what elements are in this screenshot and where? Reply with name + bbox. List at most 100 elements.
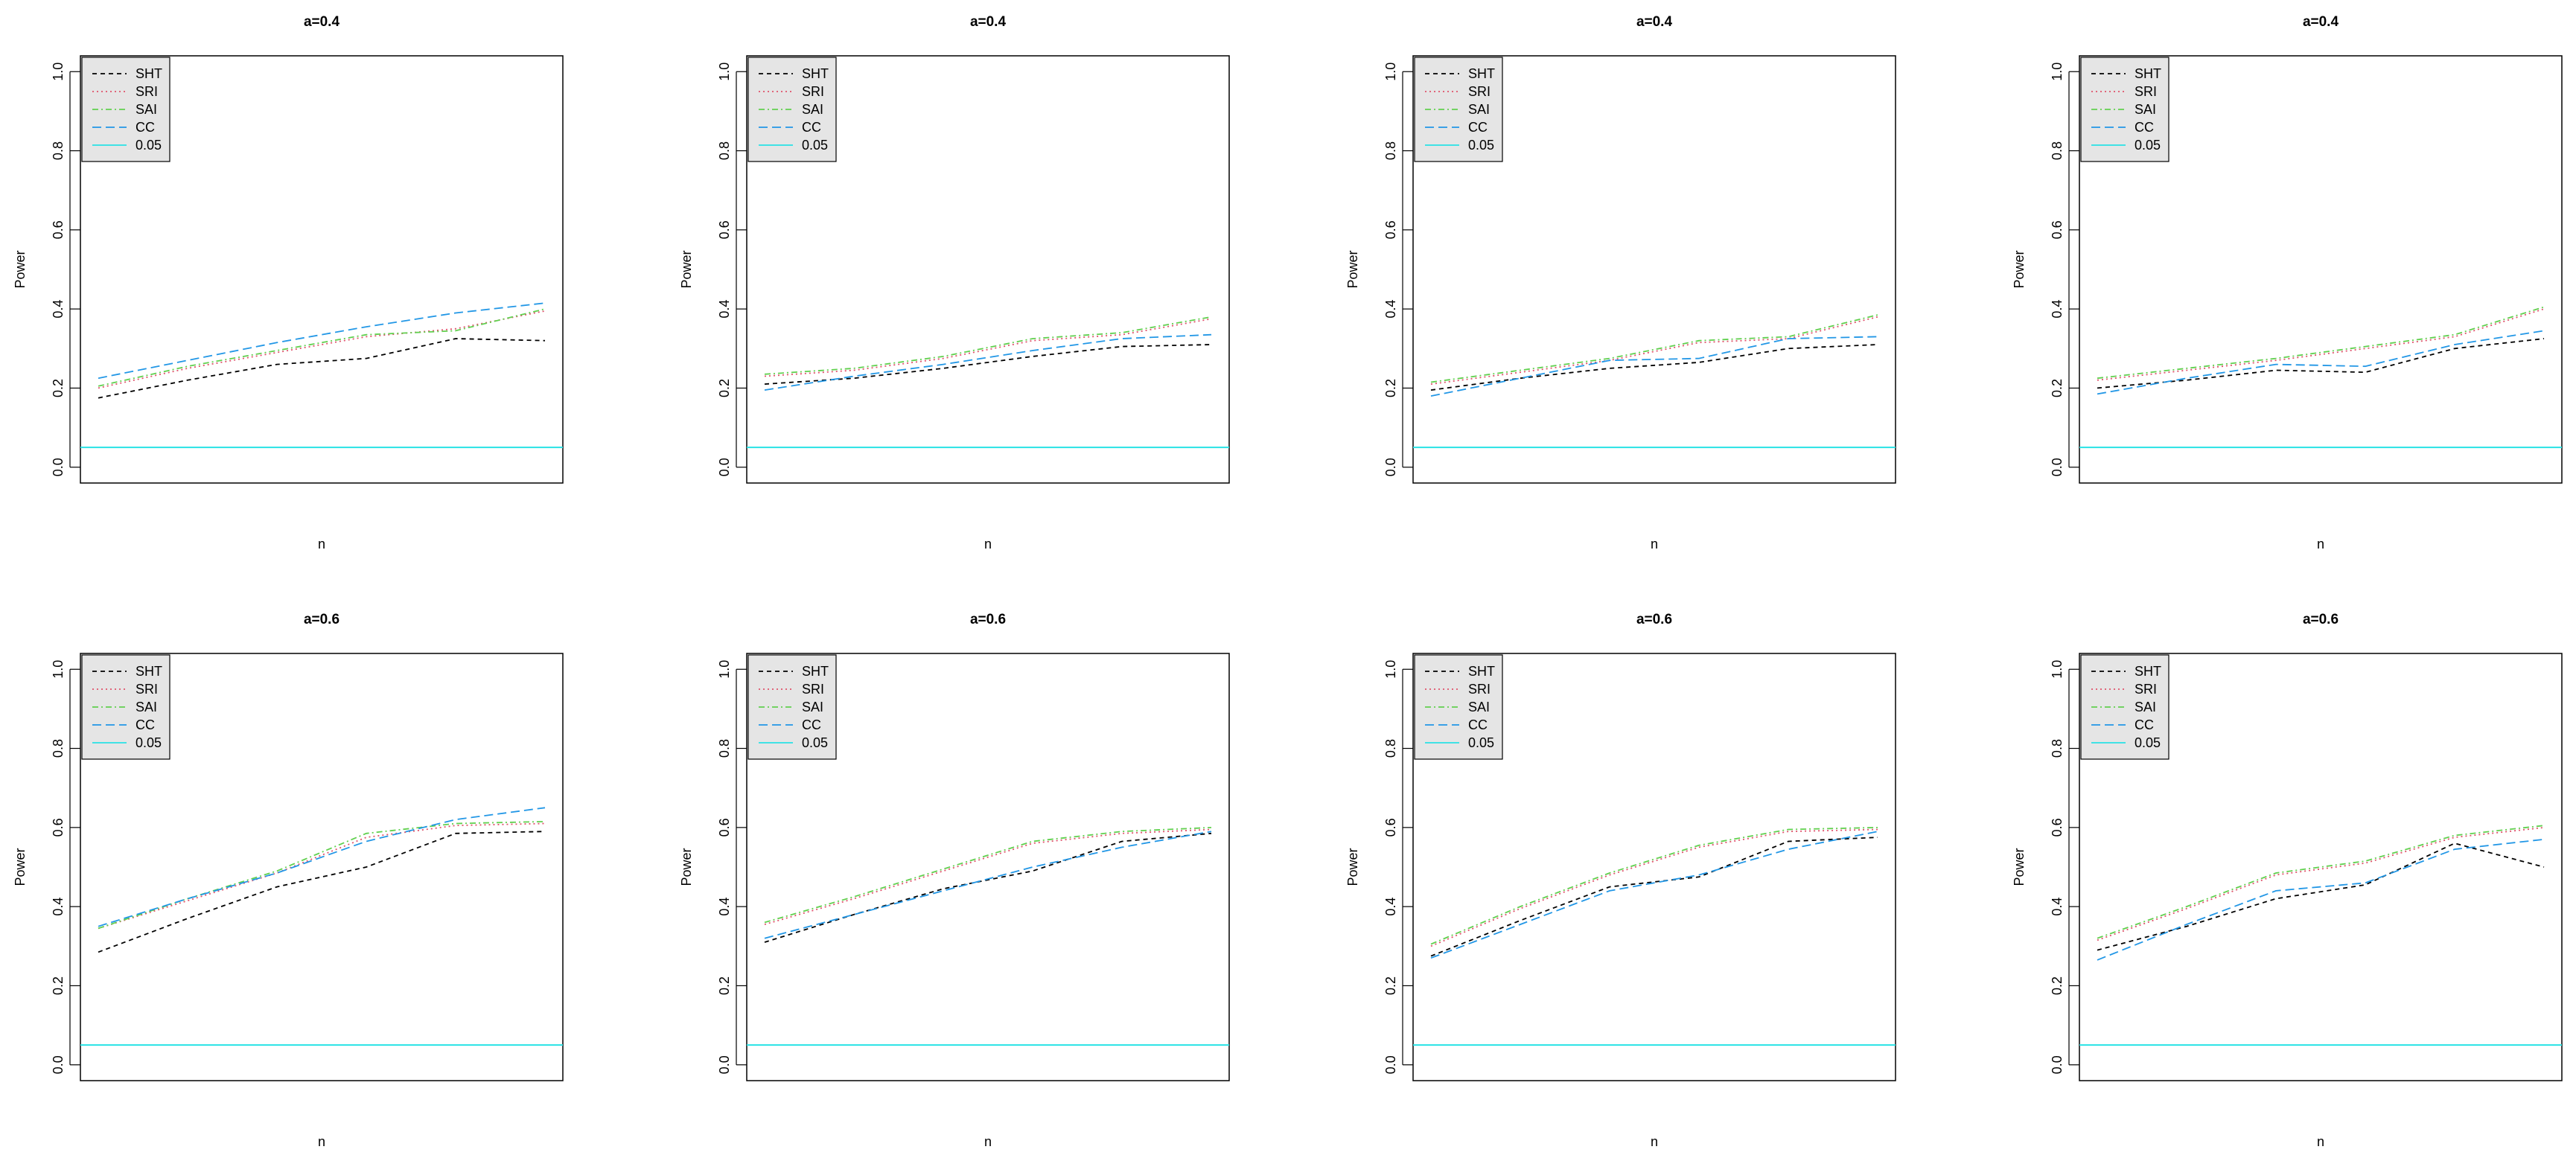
y-tick-label: 1.0: [717, 63, 732, 81]
y-tick-label: 0.4: [51, 898, 66, 916]
legend-label: CC: [802, 120, 821, 135]
y-tick-label: 1.0: [717, 660, 732, 679]
y-tick-label: 0.2: [1383, 379, 1398, 397]
y-tick-label: 0.6: [2050, 818, 2065, 837]
series-line-sht: [2097, 842, 2545, 951]
series-line-sri: [1430, 828, 1878, 947]
y-tick-label: 0.8: [1383, 739, 1398, 758]
legend-label: SRI: [802, 84, 824, 99]
y-tick-label: 0.8: [1383, 141, 1398, 160]
legend-label: CC: [136, 717, 155, 732]
legend-label: SHT: [2135, 664, 2161, 679]
plot-frame: [2079, 55, 2563, 484]
y-axis-label: Power: [13, 848, 28, 886]
panel-8: a=0.6 n Power 0.0 0.2 0.4 0.6 0.8 1.0 SHT SRI SAI CC…: [2012, 612, 2563, 1149]
legend-label: 0.05: [136, 735, 162, 750]
y-tick-label: 0.6: [717, 818, 732, 837]
legend-label: SRI: [2135, 84, 2157, 99]
legend-label: CC: [2135, 120, 2154, 135]
y-axis-label: Power: [1345, 848, 1360, 886]
series-line-sai: [1430, 314, 1878, 383]
x-axis-label: n: [2317, 537, 2324, 551]
legend-label: SAI: [2135, 700, 2156, 714]
y-tick-label: 0.2: [717, 379, 732, 397]
y-axis-label: Power: [2012, 848, 2027, 886]
legend-label: SAI: [802, 700, 823, 714]
legend-label: SAI: [802, 102, 823, 117]
legend-label: SHT: [136, 664, 162, 679]
y-tick-label: 0.4: [2050, 898, 2065, 916]
series-line-sht: [2097, 338, 2545, 389]
legend-label: 0.05: [2135, 735, 2161, 750]
y-tick-label: 0.6: [2050, 220, 2065, 239]
panel-2: a=0.4 n Power 0.0 0.2 0.4 0.6 0.8 1.0 SHT SRI SAI CC…: [679, 14, 1230, 551]
y-tick-label: 0.8: [717, 141, 732, 160]
legend-label: 0.05: [802, 735, 828, 750]
series-line-sht: [1430, 837, 1878, 957]
x-axis-label: n: [318, 1134, 325, 1149]
legend-label: SAI: [2135, 102, 2156, 117]
y-tick-label: 0.4: [1383, 300, 1398, 319]
series-line-cc: [1430, 831, 1878, 959]
legend-label: SHT: [1468, 66, 1495, 81]
y-tick-label: 0.6: [51, 220, 66, 239]
x-axis-label: n: [318, 537, 325, 551]
y-tick-label: 0.2: [51, 379, 66, 397]
legend: SHT SRI SAI CC 0.05: [747, 57, 837, 162]
legend-label: SHT: [136, 66, 162, 81]
chart-title: a=0.6: [970, 612, 1006, 627]
chart-title: a=0.6: [304, 612, 339, 627]
series-line-cc: [1430, 336, 1878, 397]
x-axis-label: n: [1651, 1134, 1658, 1149]
chart-title: a=0.4: [304, 14, 340, 30]
y-axis-label: Power: [679, 250, 694, 288]
y-tick-label: 0.4: [51, 300, 66, 319]
y-tick-label: 0.2: [1383, 976, 1398, 995]
y-tick-label: 1.0: [1383, 660, 1398, 679]
chart-title: a=0.4: [970, 14, 1007, 30]
y-tick-label: 0.8: [51, 141, 66, 160]
y-tick-label: 0.4: [2050, 300, 2065, 319]
panel-7: a=0.6 n Power 0.0 0.2 0.4 0.6 0.8 1.0 SHT SRI SAI CC…: [1345, 612, 1896, 1149]
legend-label: SRI: [1468, 682, 1491, 697]
y-tick-label: 1.0: [1383, 63, 1398, 81]
series-line-sri: [1430, 316, 1878, 385]
series-line-sri: [98, 310, 546, 389]
legend: SHT SRI SAI CC 0.05: [2080, 57, 2169, 162]
y-axis-label: Power: [1345, 250, 1360, 288]
y-tick-label: 0.6: [717, 220, 732, 239]
legend: SHT SRI SAI CC 0.05: [2080, 654, 2169, 760]
series-line-sai: [2097, 825, 2545, 939]
legend-label: CC: [1468, 717, 1488, 732]
legend-label: CC: [136, 120, 155, 135]
panel-5: a=0.6 n Power 0.0 0.2 0.4 0.6 0.8 1.0 SHT SRI SAI CC…: [13, 612, 564, 1149]
plot-frame: [746, 55, 1230, 484]
y-tick-label: 0.0: [51, 458, 66, 476]
series-line-cc: [764, 831, 1212, 939]
panel-6: a=0.6 n Power 0.0 0.2 0.4 0.6 0.8 1.0 SHT SRI SAI CC…: [679, 612, 1230, 1149]
y-tick-label: 0.2: [51, 976, 66, 995]
series-line-cc: [98, 302, 546, 380]
y-tick-label: 0.6: [1383, 818, 1398, 837]
y-tick-label: 0.0: [1383, 1055, 1398, 1074]
panel-1: a=0.4 n Power 0.0 0.2 0.4 0.6 0.8 1.0 SHT SRI SAI CC…: [13, 14, 564, 551]
x-axis-label: n: [984, 537, 992, 551]
series-line-sai: [1430, 827, 1878, 945]
legend-label: SHT: [2135, 66, 2161, 81]
plot-frame: [80, 55, 564, 484]
y-tick-label: 0.4: [1383, 898, 1398, 916]
series-line-cc: [2097, 330, 2545, 395]
legend-label: CC: [2135, 717, 2154, 732]
legend-label: SRI: [136, 682, 158, 697]
series-line-cc: [764, 333, 1212, 391]
y-tick-label: 0.4: [717, 898, 732, 916]
legend-label: SHT: [802, 66, 829, 81]
series-line-sri: [2097, 308, 2545, 381]
chart-title: a=0.6: [2303, 612, 2339, 627]
legend-label: SRI: [136, 84, 158, 99]
plot-frame: [746, 653, 1230, 1081]
x-axis-label: n: [984, 1134, 992, 1149]
series-line-cc: [2097, 838, 2545, 961]
legend-label: 0.05: [2135, 138, 2161, 153]
series-line-sht: [98, 338, 546, 399]
